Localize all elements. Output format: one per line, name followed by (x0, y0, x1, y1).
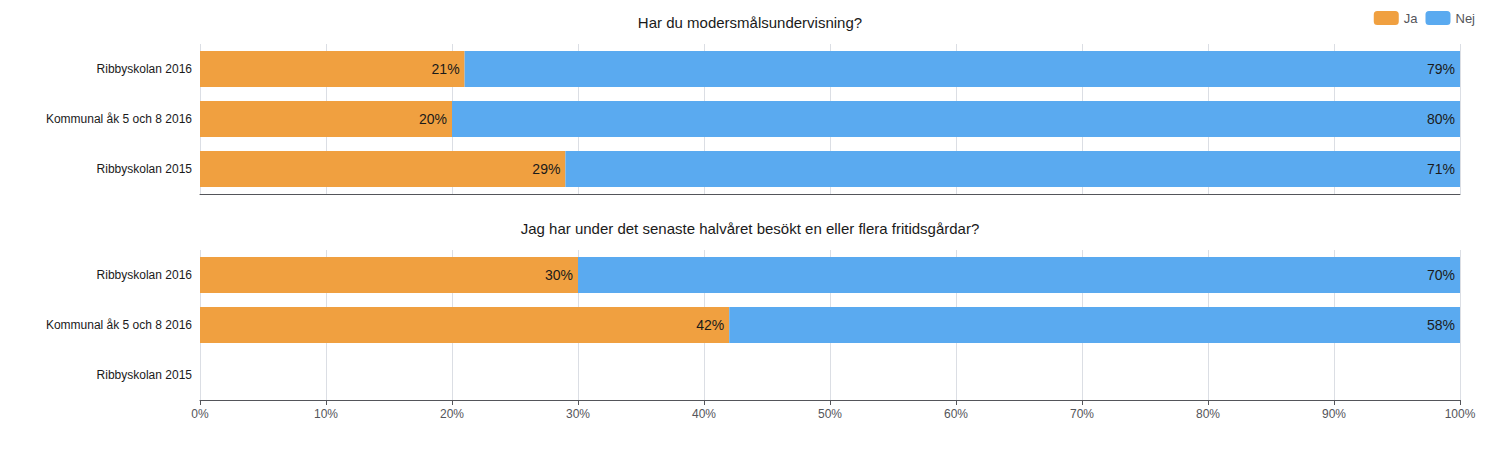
svg-text:Jag har under det senaste halv: Jag har under det senaste halvåret besök… (521, 220, 980, 237)
svg-text:21%: 21% (432, 61, 460, 77)
svg-text:90%: 90% (1322, 407, 1346, 421)
svg-text:80%: 80% (1427, 111, 1455, 127)
svg-text:0%: 0% (191, 407, 209, 421)
svg-text:79%: 79% (1427, 61, 1455, 77)
svg-text:10%: 10% (314, 407, 338, 421)
svg-text:Ja: Ja (1404, 11, 1419, 26)
svg-text:Kommunal åk 5 och 8 2016: Kommunal åk 5 och 8 2016 (46, 112, 192, 126)
svg-text:42%: 42% (696, 317, 724, 333)
svg-text:20%: 20% (419, 111, 447, 127)
svg-text:Ribbyskolan 2015: Ribbyskolan 2015 (97, 162, 193, 176)
svg-text:30%: 30% (566, 407, 590, 421)
svg-text:Ribbyskolan 2016: Ribbyskolan 2016 (97, 62, 193, 76)
svg-text:40%: 40% (692, 407, 716, 421)
svg-text:Nej: Nej (1455, 11, 1475, 26)
svg-text:70%: 70% (1070, 407, 1094, 421)
svg-text:100%: 100% (1445, 407, 1476, 421)
svg-text:Har du modersmålsundervisning?: Har du modersmålsundervisning? (638, 14, 862, 31)
svg-text:70%: 70% (1427, 267, 1455, 283)
svg-text:60%: 60% (944, 407, 968, 421)
svg-text:29%: 29% (532, 161, 560, 177)
svg-text:80%: 80% (1196, 407, 1220, 421)
svg-text:20%: 20% (440, 407, 464, 421)
svg-text:30%: 30% (545, 267, 573, 283)
svg-text:71%: 71% (1427, 161, 1455, 177)
svg-text:Kommunal åk 5 och 8 2016: Kommunal åk 5 och 8 2016 (46, 318, 192, 332)
svg-text:Ribbyskolan 2016: Ribbyskolan 2016 (97, 268, 193, 282)
svg-text:58%: 58% (1427, 317, 1455, 333)
svg-text:Ribbyskolan 2015: Ribbyskolan 2015 (97, 368, 193, 382)
svg-text:50%: 50% (818, 407, 842, 421)
